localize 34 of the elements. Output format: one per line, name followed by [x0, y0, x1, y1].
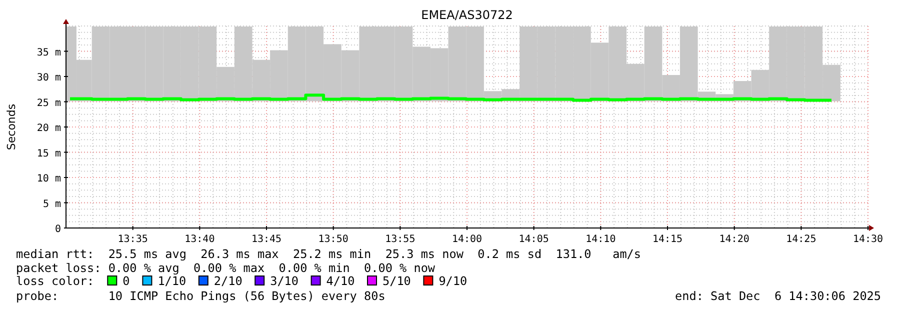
legend-label: 1/10 [158, 274, 186, 288]
legend-label: 2/10 [214, 274, 242, 288]
text: end: Sat Dec 6 14:30:06 2025 [675, 289, 881, 303]
x-tick-label: 14:10 [586, 234, 616, 245]
x-tick-label: 14:20 [719, 234, 750, 245]
x-tick-label: 14:15 [652, 234, 683, 245]
y-tick-label: 35 m [36, 47, 61, 58]
text: probe: 10 ICMP Echo Pings (56 Bytes) every 80s [16, 289, 386, 303]
x-tick-label: 13:45 [251, 234, 282, 245]
legend-label: 0 [122, 274, 130, 288]
legend-label: 5/10 [382, 274, 411, 288]
y-tick-label: 25 m [36, 98, 61, 109]
x-tick-label: 14:30 [852, 234, 884, 245]
legend-label: 4/10 [326, 274, 355, 288]
x-tick-label: 14:00 [452, 234, 482, 245]
y-tick-label: 0 [54, 224, 61, 235]
x-tick-label: 14:05 [518, 234, 549, 245]
y-tick-label: 15 m [36, 148, 61, 160]
chart-title: EMEA/AS30722 [421, 8, 513, 22]
y-tick-label: 5 m [42, 198, 61, 210]
text: median rtt: 25.5 ms avg 26.3 ms max 25.2 ms min 25.3 ms now 0.2 ms sd 131.0 am/s [16, 247, 642, 261]
legend-label: 9/10 [438, 274, 468, 288]
text: packet loss: 0.00 % avg 0.00 % max 0.00 % min 0.00 % now [16, 261, 436, 275]
x-tick-label: 14:25 [786, 234, 816, 245]
x-tick-label: 13:35 [118, 234, 148, 245]
y-tick-label: 30 m [36, 72, 61, 84]
x-tick-label: 13:50 [318, 234, 348, 245]
legend-label: 3/10 [270, 274, 299, 288]
legend-title: loss color: [16, 274, 94, 288]
y-axis-title: Seconds [5, 104, 18, 150]
x-tick-label: 13:55 [385, 234, 416, 245]
y-tick-label: 10 m [36, 174, 61, 184]
x-tick-label: 13:40 [184, 234, 215, 245]
y-tick-label: 20 m [36, 123, 61, 134]
